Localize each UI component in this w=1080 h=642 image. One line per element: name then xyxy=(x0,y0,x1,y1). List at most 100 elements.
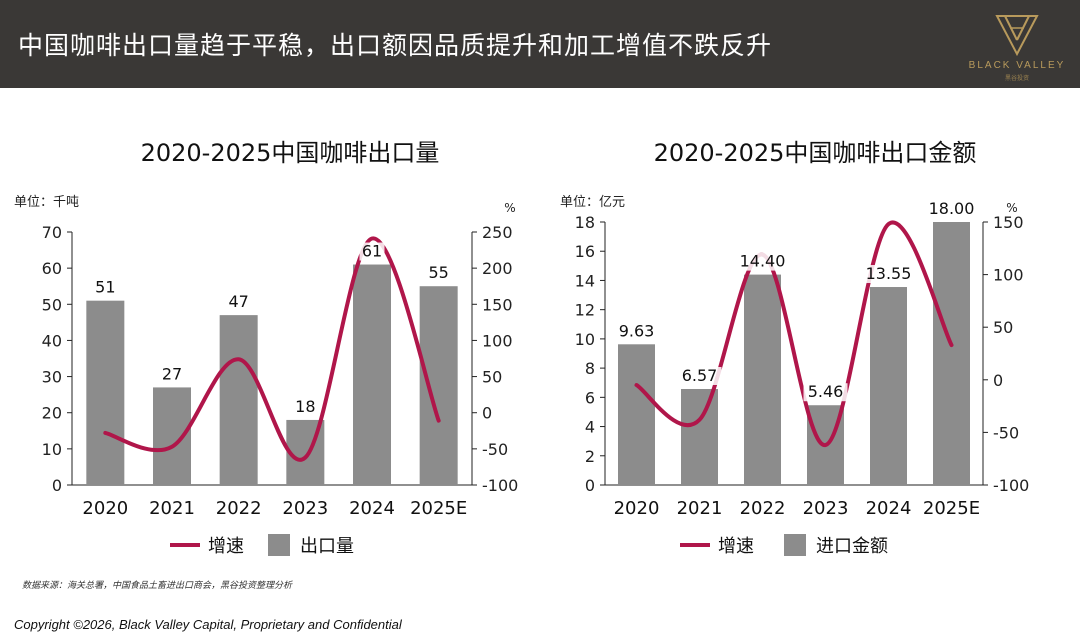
y2-tick-label: 150 xyxy=(993,213,1024,232)
chart-title: 2020-2025中国咖啡出口量 xyxy=(141,139,440,167)
x-tick-label: 2021 xyxy=(149,498,195,519)
y2-tick-label: 200 xyxy=(482,259,513,278)
bar-label-bg xyxy=(292,397,318,416)
x-tick-label: 2020 xyxy=(82,498,128,519)
bar-value-label: 51 xyxy=(95,278,115,297)
bar-value-label: 18 xyxy=(295,397,315,416)
bar xyxy=(933,222,970,485)
bar-label-bg xyxy=(861,265,916,284)
growth-line xyxy=(634,220,954,447)
bar-label-bg xyxy=(614,322,659,341)
bar-label-bg xyxy=(677,367,722,386)
y2-tick-label: 0 xyxy=(993,371,1003,390)
bar-label-bg xyxy=(159,365,185,384)
bar-value-label: 55 xyxy=(428,263,448,282)
legend-bar-label: 进口金额 xyxy=(816,536,888,557)
y-tick-label: 10 xyxy=(42,440,62,459)
y2-tick-label: 100 xyxy=(993,266,1024,285)
bar-value-label: 6.57 xyxy=(682,366,718,385)
y-tick-label: 0 xyxy=(52,476,62,495)
y-axis-unit: 单位：千吨 xyxy=(14,195,79,210)
y-tick-label: 2 xyxy=(585,447,595,466)
y2-tick-label: 150 xyxy=(482,295,513,314)
x-tick-label: 2025E xyxy=(410,498,467,519)
y-tick-label: 12 xyxy=(575,301,595,320)
y2-tick-label: -50 xyxy=(993,423,1019,442)
bar-label-bg xyxy=(735,252,790,271)
y2-tick-label: 250 xyxy=(482,223,513,242)
bar-value-label: 13.55 xyxy=(866,264,912,283)
bar xyxy=(618,344,655,485)
x-tick-label: 2022 xyxy=(216,498,262,519)
y-tick-label: 30 xyxy=(42,368,62,387)
bar-label-bg xyxy=(803,383,848,402)
y-tick-label: 8 xyxy=(585,359,595,378)
legend-line-label: 增速 xyxy=(208,536,244,557)
y-tick-label: 6 xyxy=(585,388,595,407)
y2-tick-label: 50 xyxy=(482,368,502,387)
bar-label-bg xyxy=(359,242,385,261)
bar-label-bg xyxy=(226,293,252,312)
logo-name: BLACK VALLEY xyxy=(968,60,1066,71)
y2-tick-label: -50 xyxy=(482,440,508,459)
bar xyxy=(153,387,191,485)
y-tick-label: 0 xyxy=(585,476,595,495)
bar xyxy=(219,315,258,485)
legend-bar-swatch xyxy=(784,534,806,556)
bar-label-bg xyxy=(92,278,118,297)
x-tick-label: 2025E xyxy=(923,498,980,519)
bar xyxy=(353,264,391,485)
y2-axis-unit: % xyxy=(1006,201,1017,215)
y2-tick-label: 100 xyxy=(482,331,513,350)
bar-value-label: 18.00 xyxy=(929,199,975,218)
x-tick-label: 2023 xyxy=(282,498,328,519)
bar-value-label: 14.40 xyxy=(740,252,786,271)
bar-label-bg xyxy=(426,264,452,283)
x-tick-label: 2023 xyxy=(803,498,849,519)
bar xyxy=(744,274,781,485)
bar-value-label: 5.46 xyxy=(808,382,844,401)
bar-value-label: 27 xyxy=(162,364,182,383)
bar xyxy=(419,286,458,485)
y2-tick-label: 50 xyxy=(993,318,1013,337)
y-tick-label: 16 xyxy=(575,242,595,261)
y-tick-label: 50 xyxy=(42,295,62,314)
y2-tick-label: -100 xyxy=(482,476,518,495)
y-axis-unit: 单位：亿元 xyxy=(560,195,625,210)
logo-subtitle: 黑谷投资 xyxy=(1004,75,1029,82)
brand-logo: BLACK VALLEY 黑谷投资 xyxy=(962,10,1072,82)
bar-value-label: 61 xyxy=(362,242,382,261)
chart-title: 2020-2025中国咖啡出口金额 xyxy=(654,139,977,167)
bar-value-label: 47 xyxy=(228,292,248,311)
source-note: 数据来源：海关总署，中国食品土畜进出口商会，黑谷投资整理分析 xyxy=(22,581,293,591)
y2-tick-label: -100 xyxy=(993,476,1029,495)
x-tick-label: 2020 xyxy=(614,498,660,519)
copyright-footer: Copyright ©2026, Black Valley Capital, P… xyxy=(14,617,402,632)
x-tick-label: 2024 xyxy=(349,498,395,519)
legend-line-label: 增速 xyxy=(718,536,754,557)
x-tick-label: 2024 xyxy=(866,498,912,519)
page-title: 中国咖啡出口量趋于平稳，出口额因品质提升和加工增值不跌反升 xyxy=(18,31,773,60)
x-tick-label: 2021 xyxy=(677,498,723,519)
growth-line xyxy=(103,236,441,462)
chart-export-volume: 2020-2025中国咖啡出口量单位：千吨% 0 10 20 30 40 50 60 70 -10… xyxy=(0,128,540,558)
legend-bar-label: 出口量 xyxy=(300,536,354,557)
y-tick-label: 20 xyxy=(42,404,62,423)
y-tick-label: 10 xyxy=(575,330,595,349)
x-tick-label: 2022 xyxy=(740,498,786,519)
bar-value-label: 9.63 xyxy=(619,321,655,340)
y2-axis-unit: % xyxy=(504,201,515,215)
y-tick-label: 70 xyxy=(42,223,62,242)
y-tick-label: 14 xyxy=(575,271,595,290)
y-tick-label: 18 xyxy=(575,213,595,232)
chart-export-value: 2020-2025中国咖啡出口金额 单位：亿元% 0 2 4 6 8 10 12 14 16 18 -1… xyxy=(540,128,1080,558)
logo-mark-icon xyxy=(995,15,1039,57)
bar xyxy=(681,389,718,485)
y-tick-label: 40 xyxy=(42,331,62,350)
legend-bar-swatch xyxy=(268,534,290,556)
y-tick-label: 60 xyxy=(42,259,62,278)
bar xyxy=(870,287,907,485)
header-bar: 中国咖啡出口量趋于平稳，出口额因品质提升和加工增值不跌反升 BLACK VALL… xyxy=(0,0,1080,88)
